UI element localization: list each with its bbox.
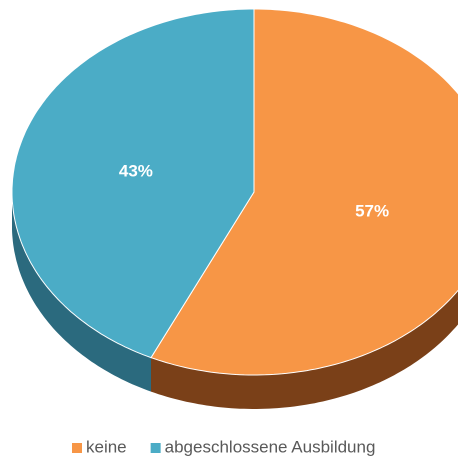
legend-label: abgeschlossene Ausbildung (165, 437, 376, 456)
legend-swatch (150, 443, 161, 453)
legend-swatch (72, 443, 82, 453)
pie-slice (150, 8, 458, 376)
pie-slice-side (12, 192, 151, 392)
pie-slice-side (151, 290, 458, 409)
pie-slice (11, 8, 255, 359)
legend-label: keine (86, 437, 127, 456)
data-label: 43% (119, 162, 153, 181)
data-label: 57% (355, 201, 389, 220)
